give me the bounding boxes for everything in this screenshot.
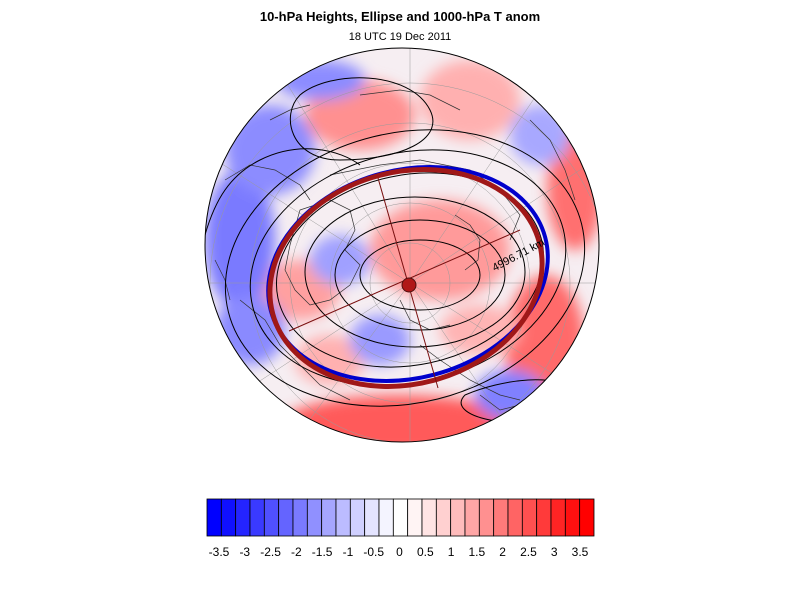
colorbar-tick-label: -1 xyxy=(343,545,354,559)
colorbar-tick-label: -3.5 xyxy=(209,545,230,559)
colorbar-cell xyxy=(493,498,509,537)
colorbar-tick-label: 1.5 xyxy=(469,545,486,559)
colorbar-cell xyxy=(235,498,251,537)
colorbar-cell xyxy=(292,498,308,537)
fitted-ellipse xyxy=(267,167,545,389)
colorbar-cell xyxy=(564,498,581,537)
colorbar-tick-label: -2 xyxy=(291,545,302,559)
cold-anomaly-region xyxy=(225,105,315,195)
colorbar-cell xyxy=(407,498,423,537)
colorbar-cell xyxy=(507,498,523,537)
colorbar-cell xyxy=(249,498,265,537)
colorbar-tick-label: 3.5 xyxy=(572,545,589,559)
colorbar-cells xyxy=(206,498,595,537)
colorbar-cell xyxy=(349,498,366,537)
colorbar-tick-label: 3 xyxy=(551,545,558,559)
colorbar-cell xyxy=(321,498,337,537)
colorbar-cell xyxy=(550,498,566,537)
ellipse-center-marker xyxy=(401,277,417,293)
height-contours xyxy=(205,77,586,425)
colorbar-tick-label: 0.5 xyxy=(417,545,434,559)
colorbar-cell xyxy=(278,498,294,537)
colorbar-tick-label: 2.5 xyxy=(520,545,537,559)
colorbar-tick-label: -0.5 xyxy=(363,545,384,559)
cold-anomaly-region xyxy=(310,235,370,285)
colorbar-cell xyxy=(478,498,495,537)
colorbar-tick-label: -1.5 xyxy=(312,545,333,559)
colorbar-labels: -3.5 -3 -2.5 -2 -1.5 -1 -0.5 0 0.5 1 1.5 2 2.5 3 3.5 xyxy=(209,545,589,559)
colorbar-cell xyxy=(464,498,480,537)
colorbar-tick-label: -3 xyxy=(239,545,250,559)
map-title: 10-hPa Heights, Ellipse and 1000-hPa T a… xyxy=(259,9,541,24)
colorbar-cell xyxy=(206,498,222,537)
colorbar-cell xyxy=(263,498,280,537)
colorbar-tick-label: 1 xyxy=(448,545,455,559)
colorbar-tick-label: 0 xyxy=(396,545,403,559)
colorbar-cell xyxy=(421,498,437,537)
colorbar-cell xyxy=(521,498,538,537)
colorbar-cell xyxy=(306,498,323,537)
colorbar-cell xyxy=(435,498,452,537)
colorbar-cell xyxy=(450,498,466,537)
warm-anomaly-region xyxy=(420,60,520,140)
colorbar-cell xyxy=(364,498,380,537)
colorbar-cell xyxy=(220,498,237,537)
map-subtitle: 18 UTC 19 Dec 2011 xyxy=(348,31,452,43)
colorbar-cell xyxy=(536,498,552,537)
colorbar-cell xyxy=(392,498,409,537)
colorbar-cell xyxy=(579,498,595,537)
colorbar-cell xyxy=(378,498,394,537)
polar-map: 4996.71 km xyxy=(204,47,600,443)
map-field: 4996.71 km xyxy=(205,48,599,442)
colorbar-cell xyxy=(335,498,351,537)
colorbar-tick-label: -2.5 xyxy=(260,545,281,559)
globe-outline xyxy=(204,47,600,443)
colorbar-tick-label: 2 xyxy=(499,545,506,559)
